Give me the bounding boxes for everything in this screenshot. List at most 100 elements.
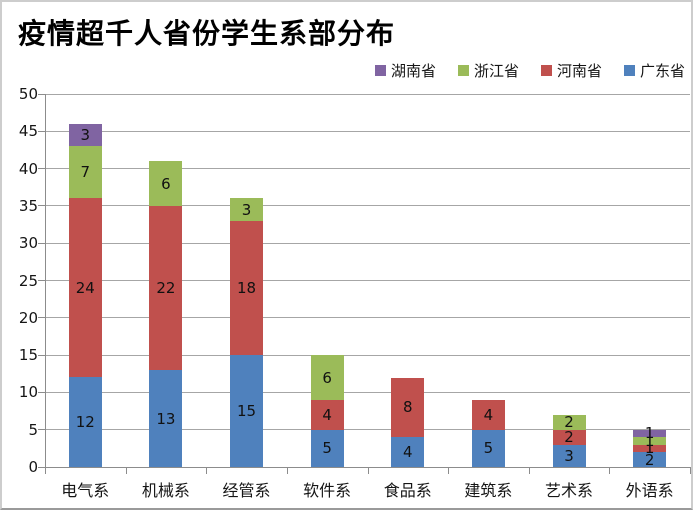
bar-segment-广东省: 2	[633, 450, 667, 469]
x-axis-tick	[609, 468, 611, 474]
y-axis-tick-label: 45	[18, 122, 38, 141]
bar-segment-浙江省: 2	[552, 413, 586, 432]
bar-segment-浙江省: 1	[633, 432, 667, 450]
data-label: 7	[80, 163, 91, 182]
data-label: 3	[241, 200, 252, 219]
x-axis-tick	[125, 468, 127, 474]
y-axis-tick-label: 35	[18, 196, 38, 215]
legend-item-河南省: 河南省	[540, 60, 602, 81]
legend: 湖南省 浙江省 河南省 广东省	[374, 59, 685, 81]
bar-segment-广东省: 5	[310, 429, 344, 467]
data-label: 3	[564, 446, 574, 465]
data-label: 4	[483, 405, 494, 424]
gridline	[45, 280, 690, 281]
bar-segment-河南省: 24	[68, 198, 102, 378]
data-label: 18	[237, 278, 257, 297]
data-label: 4	[403, 443, 413, 462]
data-label: 2	[564, 413, 574, 432]
y-axis-tick-label: 0	[28, 458, 38, 476]
x-axis-category-label: 外语系	[625, 481, 674, 500]
gridline	[45, 168, 690, 170]
legend-swatch-icon	[540, 64, 552, 76]
bar-segment-浙江省: 3	[230, 198, 264, 221]
data-label: 8	[403, 398, 413, 417]
legend-item-湖南省: 湖南省	[374, 60, 436, 81]
legend-label: 浙江省	[473, 61, 519, 80]
data-label: 5	[483, 439, 494, 458]
y-axis-tick	[38, 205, 45, 207]
y-axis-tick	[38, 354, 45, 356]
data-label: 4	[322, 405, 332, 424]
x-axis-category-label: 机械系	[141, 481, 190, 500]
data-label: 2	[564, 428, 574, 447]
x-axis-category-label: 食品系	[383, 481, 432, 500]
plot-area: 12 24 7 3 13 22 6 15 18 3 5 4 6 4 8 5 4 3 2 2 2 1 1 1	[45, 93, 690, 469]
bar-segment-湖南省: 3	[68, 123, 102, 147]
data-label: 5	[322, 439, 332, 458]
y-axis-line	[45, 94, 46, 467]
x-axis-line	[45, 467, 691, 468]
y-axis-tick-label: 50	[18, 85, 38, 103]
gridline	[45, 130, 690, 132]
bar-segment-浙江省: 7	[68, 146, 102, 199]
x-axis-tick	[448, 468, 450, 474]
gridline	[45, 242, 690, 244]
legend-item-浙江省: 浙江省	[457, 60, 519, 81]
y-axis-tick	[38, 317, 45, 319]
data-label: 3	[80, 126, 91, 145]
y-axis-tick-label: 10	[18, 383, 38, 402]
legend-label: 广东省	[639, 61, 685, 80]
y-axis-tick	[38, 168, 45, 170]
data-label: 6	[161, 174, 171, 193]
legend-swatch-icon	[457, 64, 469, 76]
data-label: 22	[156, 278, 176, 297]
y-axis-tick-label: 15	[18, 346, 38, 365]
legend-swatch-icon	[623, 64, 635, 76]
x-axis-category-label: 电气系	[61, 481, 110, 500]
bar-segment-广东省: 15	[230, 355, 264, 467]
y-axis-tick-label: 25	[18, 271, 38, 290]
bar-segment-河南省: 8	[391, 377, 425, 438]
bar-segment-河南省: 1	[633, 439, 667, 457]
x-axis-category-label: 软件系	[303, 481, 352, 500]
y-axis-tick-label: 30	[18, 234, 38, 253]
data-label: 15	[237, 402, 257, 421]
bar-segment-河南省: 2	[552, 428, 586, 447]
data-label: 12	[75, 413, 95, 432]
bar-segment-河南省: 22	[149, 205, 183, 371]
x-axis-tick	[206, 468, 208, 474]
bar-segment-浙江省: 6	[310, 355, 344, 400]
bar-segment-广东省: 12	[68, 377, 102, 467]
gridline	[45, 317, 690, 319]
y-axis-tick	[38, 391, 45, 393]
x-axis-tick	[690, 468, 691, 474]
data-label: 1	[644, 439, 655, 458]
bar-segment-广东省: 3	[552, 444, 586, 467]
x-axis-category-label: 建筑系	[464, 481, 513, 500]
gridline	[45, 429, 690, 431]
y-axis-tick	[38, 242, 45, 244]
y-axis-tick-label: 40	[18, 159, 38, 178]
y-axis-tick	[38, 280, 45, 281]
legend-item-广东省: 广东省	[623, 60, 685, 81]
y-axis-tick-label: 20	[18, 308, 38, 327]
bar-segment-河南省: 4	[471, 399, 505, 430]
gridline	[45, 93, 690, 95]
y-axis-tick	[38, 429, 45, 431]
legend-label: 湖南省	[390, 61, 436, 80]
x-axis-tick	[286, 468, 288, 474]
gridline	[45, 354, 690, 356]
x-axis-tick	[367, 468, 369, 474]
data-label: 13	[156, 409, 176, 428]
y-axis-tick-label: 5	[28, 420, 38, 439]
data-label: 6	[322, 368, 332, 387]
x-axis-category-label: 艺术系	[545, 481, 594, 500]
x-axis-tick	[528, 468, 530, 474]
gridline	[45, 391, 690, 393]
chart-title: 疫情超千人省份学生系部分布	[18, 17, 396, 50]
data-label: 2	[644, 450, 655, 469]
bar-segment-广东省: 4	[391, 437, 425, 467]
legend-swatch-icon	[374, 64, 386, 76]
bar-segment-广东省: 5	[471, 429, 505, 467]
